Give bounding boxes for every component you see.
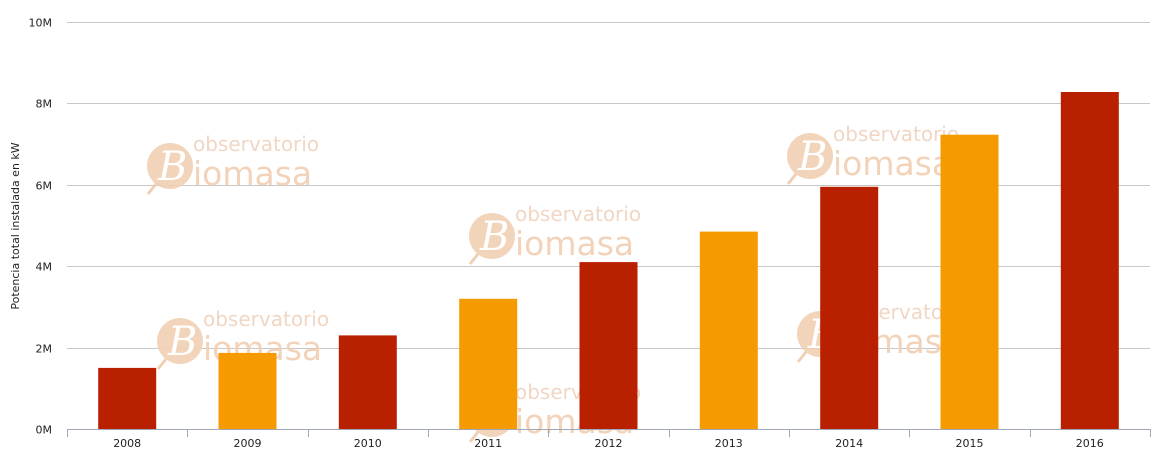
x-tick-label: 2008 — [113, 437, 141, 450]
watermark-line2: iomasa — [833, 144, 952, 183]
x-tick-label: 2011 — [474, 437, 502, 450]
watermark-circle-icon — [787, 133, 833, 179]
bar-2010 — [338, 335, 397, 429]
bars — [98, 92, 1119, 429]
watermark-line1: observatorio — [515, 202, 641, 226]
watermark-line1: observatorio — [193, 132, 319, 156]
x-tick-label: 2016 — [1076, 437, 1104, 450]
bar-2015 — [940, 134, 999, 429]
watermark-tail-icon — [786, 173, 798, 185]
y-tick-label: 8M — [36, 98, 53, 111]
x-tick-label: 2009 — [234, 437, 262, 450]
watermark-tail-icon — [156, 358, 168, 370]
y-tick-label: 4M — [36, 261, 53, 274]
watermark-tail-icon — [468, 253, 480, 265]
y-axis-title: Potencia total instalada en kW — [9, 142, 22, 309]
watermark-tail-icon — [796, 351, 808, 363]
bar-2009 — [218, 352, 277, 429]
x-tick-label: 2014 — [835, 437, 863, 450]
x-tick-label: 2013 — [715, 437, 743, 450]
watermark-tail-icon — [146, 183, 158, 195]
y-tick-label: 10M — [29, 17, 53, 30]
y-tick-label: 2M — [36, 343, 53, 356]
bar-2011 — [459, 298, 518, 429]
watermark-line1: observatorio — [833, 122, 959, 146]
watermark-letter: B — [797, 134, 827, 180]
watermark-tail-icon — [468, 431, 480, 443]
y-tick-label: 0M — [36, 424, 53, 437]
watermark-line2: iomasa — [515, 224, 634, 263]
watermark-letter: B — [167, 319, 197, 365]
x-axis — [67, 429, 1151, 437]
watermark-circle-icon — [147, 143, 193, 189]
x-tick-label: 2012 — [595, 437, 623, 450]
y-tick-label: 6M — [36, 180, 53, 193]
bar-2012 — [579, 262, 638, 429]
x-tick-label: 2015 — [956, 437, 984, 450]
bar-2014 — [820, 186, 879, 429]
watermark-letter: B — [157, 144, 187, 190]
watermark-line1: observatorio — [203, 307, 329, 331]
x-tick-labels: 2008 2009 2010 2011 2012 2013 2014 2015 2016 — [113, 437, 1104, 450]
x-tick-label: 2010 — [354, 437, 382, 450]
y-tick-labels: 0M 2M 4M 6M 8M 10M — [29, 17, 53, 437]
bar-2016 — [1060, 92, 1119, 429]
bar-2008 — [98, 367, 157, 429]
bar-2013 — [699, 231, 758, 429]
watermark-circle-icon — [157, 318, 203, 364]
watermark-circle-icon — [469, 213, 515, 259]
watermark-line2: iomasa — [193, 154, 312, 193]
watermark-letter: B — [479, 214, 509, 260]
